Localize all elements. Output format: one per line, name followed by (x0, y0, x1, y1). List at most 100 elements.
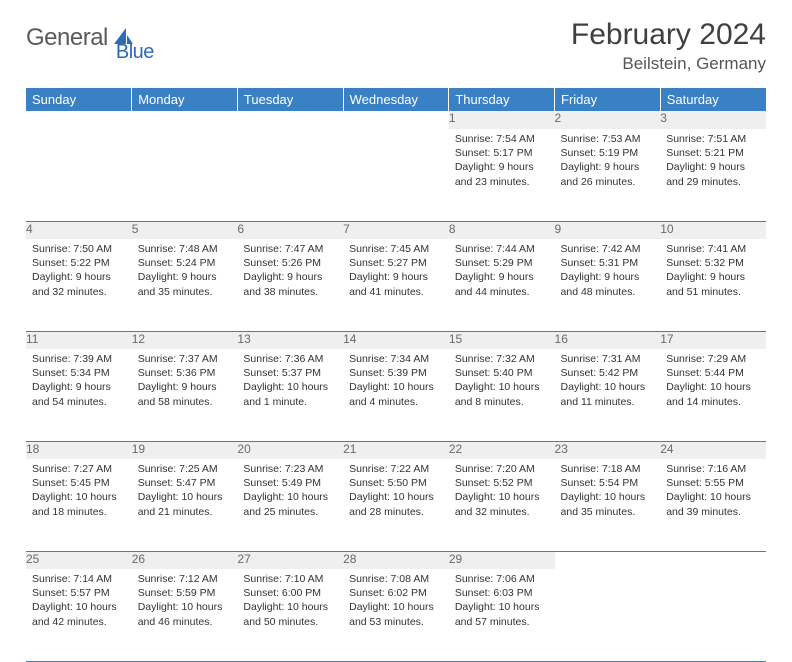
daylight-line: Daylight: 10 hours and 4 minutes. (349, 380, 443, 408)
sunrise-line: Sunrise: 7:53 AM (561, 132, 655, 146)
day-cell: Sunrise: 7:32 AMSunset: 5:40 PMDaylight:… (449, 349, 555, 441)
day-number-cell: 8 (449, 221, 555, 239)
day-cell-content: Sunrise: 7:51 AMSunset: 5:21 PMDaylight:… (660, 129, 766, 193)
daylight-line: Daylight: 9 hours and 41 minutes. (349, 270, 443, 298)
sunset-line: Sunset: 5:45 PM (32, 476, 126, 490)
sunset-line: Sunset: 6:02 PM (349, 586, 443, 600)
sunset-line: Sunset: 5:24 PM (138, 256, 232, 270)
sunrise-line: Sunrise: 7:14 AM (32, 572, 126, 586)
day-cell: Sunrise: 7:20 AMSunset: 5:52 PMDaylight:… (449, 459, 555, 551)
daylight-line: Daylight: 9 hours and 48 minutes. (561, 270, 655, 298)
day-cell-content: Sunrise: 7:16 AMSunset: 5:55 PMDaylight:… (660, 459, 766, 523)
day-data-row: Sunrise: 7:14 AMSunset: 5:57 PM Daylight:… (26, 569, 766, 661)
daylight-line: Daylight: 10 hours and 18 minutes. (32, 490, 126, 518)
weekday-header: Thursday (449, 88, 555, 111)
day-data-row: Sunrise: 7:27 AMSunset: 5:45 PMDaylight:… (26, 459, 766, 551)
sunrise-line: Sunrise: 7:47 AM (243, 242, 337, 256)
day-cell-content: Sunrise: 7:39 AMSunset: 5:34 PMDaylight:… (26, 349, 132, 413)
day-number-cell: 1 (449, 111, 555, 129)
day-cell: Sunrise: 7:14 AMSunset: 5:57 PMDaylight:… (26, 569, 132, 661)
sunset-line: Sunset: 5:59 PM (138, 586, 232, 600)
day-cell: Sunrise: 7:50 AMSunset: 5:22 PMDaylight:… (26, 239, 132, 331)
daylight-line: Daylight: 9 hours and 58 minutes. (138, 380, 232, 408)
day-cell: Sunrise: 7:18 AMSunset: 5:54 PMDaylight:… (555, 459, 661, 551)
day-cell: Sunrise: 7:34 AMSunset: 5:39 PMDaylight:… (343, 349, 449, 441)
day-cell-content: Sunrise: 7:10 AMSunset: 6:00 PMDaylight:… (237, 569, 343, 633)
day-cell-content: Sunrise: 7:36 AMSunset: 5:37 PMDaylight:… (237, 349, 343, 413)
day-cell: Sunrise: 7:47 AMSunset: 5:26 PMDaylight:… (237, 239, 343, 331)
sunrise-line: Sunrise: 7:51 AM (666, 132, 760, 146)
sunrise-line: Sunrise: 7:45 AM (349, 242, 443, 256)
sunset-line: Sunset: 5:29 PM (455, 256, 549, 270)
sunrise-line: Sunrise: 7:39 AM (32, 352, 126, 366)
day-number-cell: 15 (449, 331, 555, 349)
day-cell-content: Sunrise: 7:32 AMSunset: 5:40 PMDaylight:… (449, 349, 555, 413)
day-cell: Sunrise: 7:41 AMSunset: 5:32 PMDaylight:… (660, 239, 766, 331)
day-cell-content: Sunrise: 7:41 AMSunset: 5:32 PMDaylight:… (660, 239, 766, 303)
daylight-line: Daylight: 10 hours and 21 minutes. (138, 490, 232, 518)
day-cell-content: Sunrise: 7:27 AMSunset: 5:45 PMDaylight:… (26, 459, 132, 523)
sunset-line: Sunset: 5:32 PM (666, 256, 760, 270)
day-cell-content: Sunrise: 7:31 AMSunset: 5:42 PMDaylight:… (555, 349, 661, 413)
daylight-line: Daylight: 10 hours and 14 minutes. (666, 380, 760, 408)
day-number-cell: 14 (343, 331, 449, 349)
daylight-line: Daylight: 9 hours and 54 minutes. (32, 380, 126, 408)
daylight-line: Daylight: 9 hours and 26 minutes. (561, 160, 655, 188)
day-cell-content: Sunrise: 7:23 AMSunset: 5:49 PMDaylight:… (237, 459, 343, 523)
day-number-cell: 22 (449, 441, 555, 459)
day-number-cell: 25 (26, 551, 132, 569)
sunset-line: Sunset: 5:42 PM (561, 366, 655, 380)
daylight-line: Daylight: 9 hours and 51 minutes. (666, 270, 760, 298)
sunrise-line: Sunrise: 7:12 AM (138, 572, 232, 586)
logo-text-general: General (26, 24, 108, 52)
daylight-line: Daylight: 10 hours and 28 minutes. (349, 490, 443, 518)
calendar-table: Sunday Monday Tuesday Wednesday Thursday… (26, 88, 766, 662)
day-number-cell: 12 (132, 331, 238, 349)
day-number-cell (132, 111, 238, 129)
sunrise-line: Sunrise: 7:54 AM (455, 132, 549, 146)
day-number-cell: 24 (660, 441, 766, 459)
day-number-cell (660, 551, 766, 569)
day-number-cell: 3 (660, 111, 766, 129)
sunset-line: Sunset: 6:03 PM (455, 586, 549, 600)
day-cell: Sunrise: 7:48 AMSunset: 5:24 PMDaylight:… (132, 239, 238, 331)
logo: General Blue (26, 18, 174, 52)
day-number-cell: 17 (660, 331, 766, 349)
sunset-line: Sunset: 5:57 PM (32, 586, 126, 600)
month-title: February 2024 (571, 18, 766, 52)
day-data-row: Sunrise: 7:39 AMSunset: 5:34 PMDaylight:… (26, 349, 766, 441)
sunrise-line: Sunrise: 7:41 AM (666, 242, 760, 256)
day-cell: Sunrise: 7:45 AMSunset: 5:27 PMDaylight:… (343, 239, 449, 331)
sunrise-line: Sunrise: 7:34 AM (349, 352, 443, 366)
day-number-cell: 10 (660, 221, 766, 239)
day-cell: Sunrise: 7:42 AMSunset: 5:31 PMDaylight:… (555, 239, 661, 331)
day-cell: Sunrise: 7:08 AMSunset: 6:02 PMDaylight:… (343, 569, 449, 661)
day-number-cell: 6 (237, 221, 343, 239)
day-cell: Sunrise: 7:12 AMSunset: 5:59 PMDaylight:… (132, 569, 238, 661)
day-cell (343, 129, 449, 221)
day-cell: Sunrise: 7:54 AMSunset: 5:17 PMDaylight:… (449, 129, 555, 221)
day-cell (132, 129, 238, 221)
sunrise-line: Sunrise: 7:06 AM (455, 572, 549, 586)
day-cell-content: Sunrise: 7:12 AMSunset: 5:59 PMDaylight:… (132, 569, 238, 633)
day-number-cell: 23 (555, 441, 661, 459)
daylight-line: Daylight: 10 hours and 53 minutes. (349, 600, 443, 628)
day-cell: Sunrise: 7:25 AMSunset: 5:47 PMDaylight:… (132, 459, 238, 551)
day-number-row: 45678910 (26, 221, 766, 239)
day-number-cell: 16 (555, 331, 661, 349)
day-number-row: 123 (26, 111, 766, 129)
day-number-cell: 26 (132, 551, 238, 569)
day-cell: Sunrise: 7:36 AMSunset: 5:37 PMDaylight:… (237, 349, 343, 441)
sunrise-line: Sunrise: 7:16 AM (666, 462, 760, 476)
sunset-line: Sunset: 5:17 PM (455, 146, 549, 160)
day-number-cell (237, 111, 343, 129)
sunset-line: Sunset: 5:50 PM (349, 476, 443, 490)
day-cell: Sunrise: 7:31 AMSunset: 5:42 PMDaylight:… (555, 349, 661, 441)
logo-text-blue: Blue (116, 41, 154, 64)
day-cell (660, 569, 766, 661)
weekday-header: Friday (555, 88, 661, 111)
sunset-line: Sunset: 5:36 PM (138, 366, 232, 380)
sunset-line: Sunset: 5:55 PM (666, 476, 760, 490)
sunrise-line: Sunrise: 7:25 AM (138, 462, 232, 476)
day-cell-content: Sunrise: 7:25 AMSunset: 5:47 PMDaylight:… (132, 459, 238, 523)
